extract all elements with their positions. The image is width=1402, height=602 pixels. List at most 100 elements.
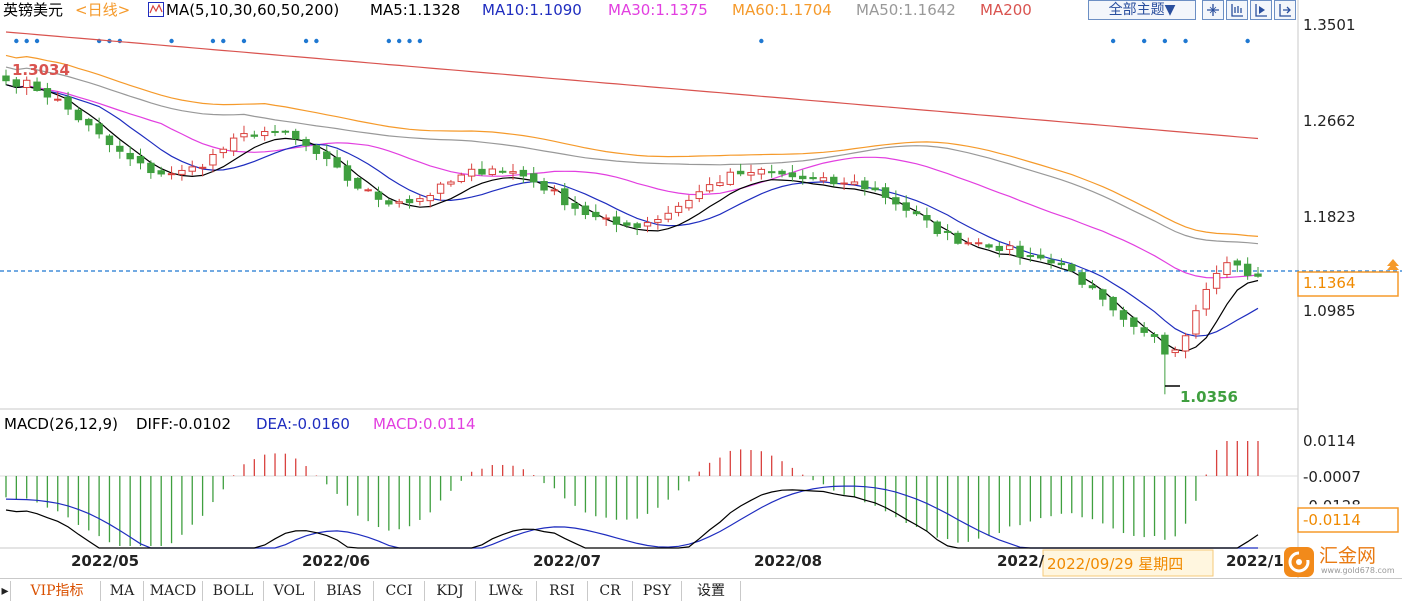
candlestick [1068, 262, 1076, 273]
tab-vip-indicator[interactable]: VIP指标 [14, 581, 101, 601]
candlestick [788, 164, 797, 182]
tab-rsi[interactable]: RSI [537, 581, 588, 601]
candlestick [685, 195, 693, 211]
month-label: 2022/08 [754, 552, 823, 570]
candle-body [933, 221, 941, 235]
candle-body [136, 155, 145, 164]
tab-macd[interactable]: MACD [144, 581, 203, 601]
candle-body [2, 75, 10, 82]
theme-select-button[interactable]: 全部主题▼ [1088, 0, 1196, 20]
tab-settings[interactable]: 设置 [682, 581, 741, 601]
candle-body [923, 214, 931, 221]
candlestick [923, 207, 931, 228]
price-tick: 1.0985 [1303, 302, 1356, 320]
candlestick [871, 181, 879, 192]
tab-cr[interactable]: CR [588, 581, 633, 601]
forward-icon[interactable] [1274, 0, 1296, 20]
candlestick [623, 220, 631, 229]
signal-dot [241, 38, 247, 44]
tab-cci[interactable]: CCI [374, 581, 425, 601]
candlestick [1223, 256, 1231, 278]
candle-body [219, 148, 227, 154]
candle-body [902, 202, 910, 211]
candlestick [881, 183, 890, 205]
tab-bias[interactable]: BIAS [315, 581, 374, 601]
candlestick [778, 169, 786, 178]
candlestick [250, 130, 259, 139]
candlestick [902, 195, 910, 218]
macd-dea-label: DEA:-0.0160 [256, 415, 350, 433]
candle-body [229, 137, 238, 152]
brand-name: 汇金网 [1319, 545, 1377, 567]
candlestick [705, 177, 714, 193]
candle-body [457, 174, 465, 183]
candlestick [1099, 288, 1107, 307]
tab-lw[interactable]: LW& [476, 581, 537, 601]
candle-body [488, 168, 497, 176]
candle-body [1047, 259, 1055, 264]
candle-body [33, 81, 41, 91]
candlestick [767, 164, 776, 178]
tab-ma[interactable]: MA [101, 581, 144, 601]
signal-dot [1110, 38, 1116, 44]
period-label[interactable]: <日线> [75, 1, 131, 19]
tab-scroll-left[interactable]: ▸ [0, 581, 11, 601]
current-price-box [1297, 271, 1399, 297]
dea-line [5, 485, 1258, 549]
candle-body [550, 189, 559, 192]
candle-body [385, 200, 393, 205]
candle-body [312, 145, 321, 154]
candle-body [64, 96, 72, 110]
candle-body [157, 170, 165, 175]
month-label: 2022/1 [1226, 552, 1284, 570]
candle-body [695, 191, 703, 200]
tab-psy[interactable]: PSY [633, 581, 682, 601]
candlestick [167, 166, 176, 180]
current-price-label: 1.1364 [1303, 274, 1356, 292]
candlestick [654, 215, 662, 230]
signal-dot [396, 38, 402, 44]
tab-kdj[interactable]: KDJ [425, 581, 476, 601]
diff-line [5, 489, 1259, 549]
candle-body [1037, 254, 1045, 259]
candle-body [467, 168, 476, 177]
candle-body [1005, 245, 1014, 250]
candlestick [1140, 322, 1148, 337]
ma10-label: MA10:1.1090 [482, 1, 582, 19]
candlestick [1130, 316, 1138, 335]
candle-body [85, 118, 93, 126]
brand-logo-icon [1284, 547, 1314, 577]
play-icon[interactable] [1250, 0, 1272, 20]
tab-vol[interactable]: VOL [264, 581, 315, 601]
candle-body [881, 187, 890, 198]
candle-body [809, 177, 817, 180]
ma-indicator-icon [148, 2, 164, 17]
candle-body [1109, 296, 1117, 311]
history-icon[interactable] [1226, 0, 1248, 20]
candlestick [74, 107, 83, 123]
candlestick [478, 161, 486, 176]
candle-body [726, 171, 735, 185]
candlestick [840, 177, 848, 191]
signal-dot [407, 38, 412, 44]
candlestick [592, 204, 600, 221]
candlestick [757, 167, 766, 180]
zoom-out-icon[interactable] [1202, 0, 1224, 20]
candle-body [198, 166, 207, 169]
candle-body [1140, 327, 1148, 333]
ma200-line [5, 31, 1259, 140]
candlestick [147, 160, 155, 179]
tab-boll[interactable]: BOLL [203, 581, 264, 601]
candlestick [1233, 258, 1242, 273]
candle-body [830, 176, 838, 185]
candle-body [147, 162, 155, 174]
candlestick [633, 221, 641, 236]
signal-dot [303, 38, 309, 44]
cursor-date-box [1042, 549, 1214, 577]
price-tick: 1.1823 [1303, 208, 1356, 226]
candlestick [364, 187, 372, 192]
candle-body [674, 205, 683, 213]
candlestick [861, 177, 869, 196]
macd-value-label: MACD:0.0114 [373, 415, 476, 433]
moving-average-lines [5, 31, 1259, 352]
